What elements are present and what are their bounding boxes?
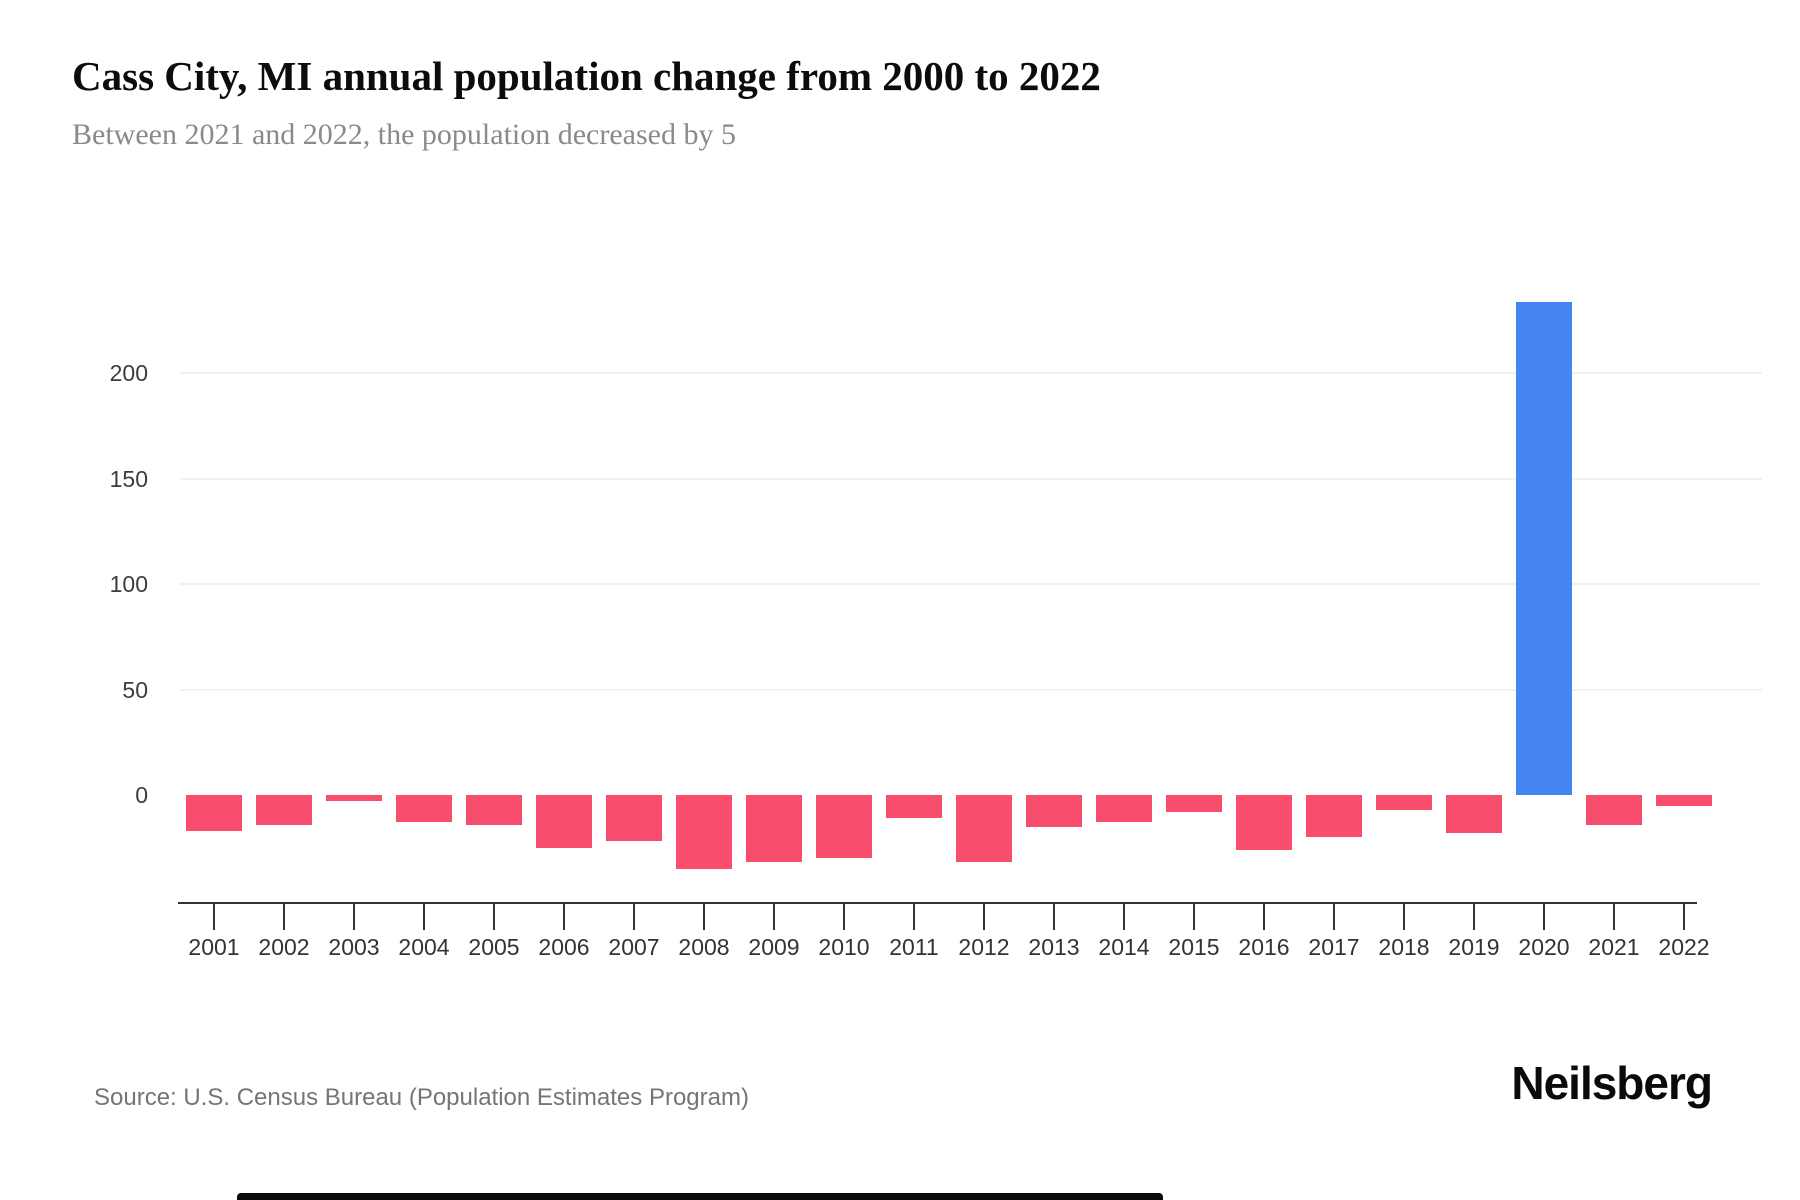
bar-2001[interactable] (186, 795, 242, 831)
source-note: Source: U.S. Census Bureau (Population E… (94, 1084, 749, 1111)
x-tick-2021 (1613, 904, 1615, 930)
x-tick-2012 (983, 904, 985, 930)
bar-2010[interactable] (816, 795, 872, 859)
x-tick-2020 (1543, 904, 1545, 930)
x-tick-2005 (493, 904, 495, 930)
x-tick-2011 (913, 904, 915, 930)
bar-2008[interactable] (676, 795, 732, 869)
x-axis-label-2010: 2010 (818, 934, 870, 960)
bar-2014[interactable] (1096, 795, 1152, 823)
bar-2019[interactable] (1446, 795, 1502, 833)
x-axis-label-2021: 2021 (1588, 934, 1640, 960)
bar-2002[interactable] (256, 795, 312, 825)
bar-2021[interactable] (1586, 795, 1642, 825)
x-axis-label-2017: 2017 (1308, 934, 1360, 960)
x-tick-2008 (703, 904, 705, 930)
x-axis-label-2015: 2015 (1168, 934, 1220, 960)
y-axis-label-50: 50 (122, 676, 148, 703)
neilsberg-logo: Neilsberg (1511, 1057, 1713, 1109)
bar-2009[interactable] (746, 795, 802, 863)
x-axis-label-2005: 2005 (468, 934, 520, 960)
x-tick-2019 (1473, 904, 1475, 930)
bottom-black-bar (237, 1193, 1163, 1200)
bar-2012[interactable] (956, 795, 1012, 863)
x-tick-2007 (633, 904, 635, 930)
x-axis-label-2013: 2013 (1028, 934, 1080, 960)
bar-2004[interactable] (396, 795, 452, 823)
gridline-200 (180, 372, 1762, 375)
x-axis-label-2014: 2014 (1098, 934, 1150, 960)
x-tick-2003 (353, 904, 355, 930)
x-axis-label-2007: 2007 (608, 934, 660, 960)
x-axis-label-2006: 2006 (538, 934, 590, 960)
x-axis-label-2011: 2011 (889, 934, 939, 960)
page-title: Cass City, MI annual population change f… (72, 53, 1101, 99)
bar-2003[interactable] (326, 795, 382, 802)
x-tick-2013 (1053, 904, 1055, 930)
bar-2007[interactable] (606, 795, 662, 842)
x-axis-label-2008: 2008 (678, 934, 730, 960)
x-axis-label-2001: 2001 (188, 934, 240, 960)
x-tick-2015 (1193, 904, 1195, 930)
x-axis-label-2019: 2019 (1448, 934, 1500, 960)
bar-2005[interactable] (466, 795, 522, 825)
bar-2020[interactable] (1516, 301, 1572, 795)
x-axis-label-2022: 2022 (1658, 934, 1710, 960)
x-axis-label-2002: 2002 (258, 934, 310, 960)
gridline-150 (180, 477, 1762, 480)
x-axis-label-2016: 2016 (1238, 934, 1290, 960)
x-tick-2006 (563, 904, 565, 930)
y-axis-label-150: 150 (109, 465, 148, 492)
bar-2013[interactable] (1026, 795, 1082, 827)
x-axis-label-2012: 2012 (958, 934, 1010, 960)
x-axis-label-2018: 2018 (1378, 934, 1430, 960)
x-axis-label-2020: 2020 (1518, 934, 1570, 960)
x-tick-2010 (843, 904, 845, 930)
x-tick-2009 (773, 904, 775, 930)
y-axis-label-100: 100 (109, 571, 148, 598)
x-tick-2022 (1683, 904, 1685, 930)
bar-2022[interactable] (1656, 795, 1712, 806)
x-tick-2018 (1403, 904, 1405, 930)
x-axis-label-2004: 2004 (398, 934, 450, 960)
bar-2006[interactable] (536, 795, 592, 848)
x-tick-2001 (213, 904, 215, 930)
x-axis-label-2003: 2003 (328, 934, 380, 960)
bar-2015[interactable] (1166, 795, 1222, 812)
x-axis-line (178, 902, 1697, 904)
page-subtitle: Between 2021 and 2022, the population de… (72, 118, 736, 151)
bar-2018[interactable] (1376, 795, 1432, 810)
bar-2016[interactable] (1236, 795, 1292, 850)
gridline-50 (180, 688, 1762, 691)
x-tick-2002 (283, 904, 285, 930)
bar-2011[interactable] (886, 795, 942, 819)
gridline-100 (180, 583, 1762, 586)
x-axis-label-2009: 2009 (748, 934, 800, 960)
x-tick-2004 (423, 904, 425, 930)
y-axis-label-0: 0 (135, 782, 148, 808)
y-axis-label-200: 200 (109, 360, 148, 387)
x-tick-2014 (1123, 904, 1125, 930)
x-tick-2016 (1263, 904, 1265, 930)
bar-2017[interactable] (1306, 795, 1362, 838)
x-tick-2017 (1333, 904, 1335, 930)
